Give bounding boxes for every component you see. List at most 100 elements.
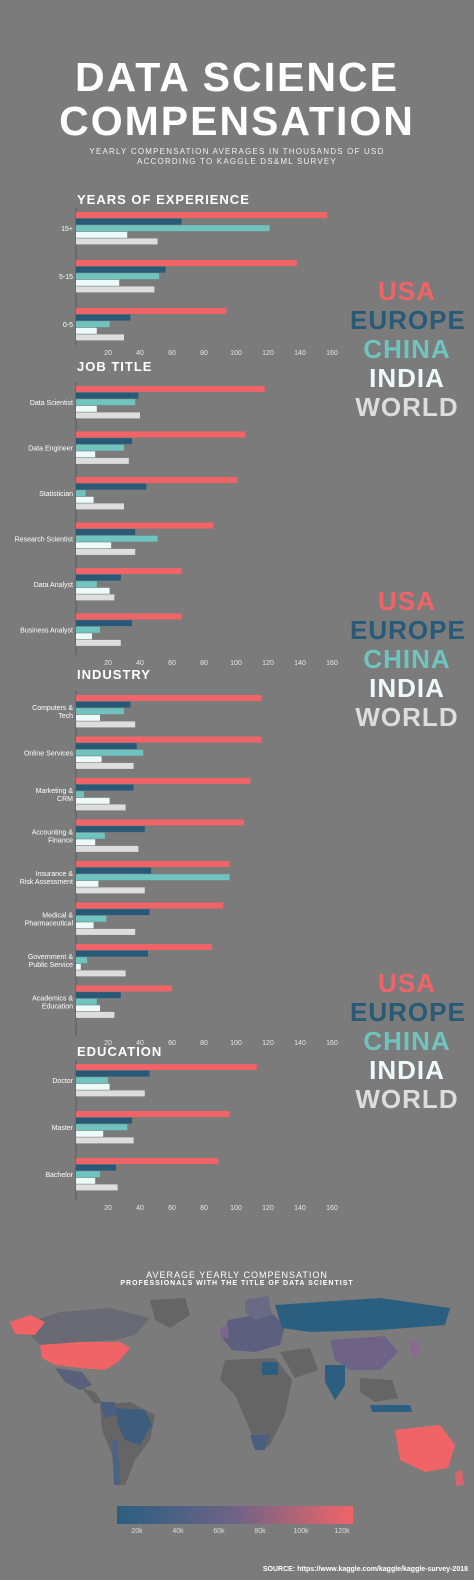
x-tick-label: 160 [326, 1040, 338, 1047]
bar-europe [76, 1070, 150, 1077]
map-australia [395, 1425, 455, 1472]
bar-europe [76, 950, 148, 957]
legend-usa: USA [378, 276, 436, 306]
map-usa [40, 1342, 130, 1370]
x-tick-label: 60 [168, 350, 176, 357]
legend-usa: USA [378, 968, 436, 998]
bar-world [76, 970, 126, 977]
bar-india [76, 1005, 100, 1012]
bar-europe [76, 867, 152, 874]
map-new-zealand [455, 1470, 464, 1486]
x-tick-label: 120 [262, 1040, 274, 1047]
bar-china [76, 708, 124, 715]
bar-europe [76, 483, 147, 490]
bar-europe [76, 909, 150, 916]
x-tick-label: 140 [294, 660, 306, 667]
bar-usa [76, 522, 214, 529]
legend-india: INDIA [369, 1055, 445, 1085]
category-label: Computers & [32, 705, 73, 712]
category-label: 0-5 [63, 322, 73, 329]
category-label: Data Engineer [28, 446, 73, 453]
category-label: Doctor [52, 1078, 73, 1085]
x-tick-label: 20 [104, 350, 112, 357]
map-alaska [10, 1315, 45, 1335]
x-tick-label: 60 [168, 1205, 176, 1212]
x-tick-label: 60 [168, 660, 176, 667]
bar-india [76, 231, 128, 238]
bar-india [76, 756, 102, 763]
bar-world [76, 928, 136, 935]
chart-title: YEARS OF EXPERIENCE [77, 192, 250, 207]
category-label: Accounting & [32, 830, 74, 837]
bar-world [76, 238, 158, 245]
bar-china [76, 874, 230, 881]
legend-china: CHINA [363, 644, 451, 674]
color-scale-label: 40k [172, 1528, 184, 1535]
bar-usa [76, 944, 212, 950]
bar-usa [76, 695, 262, 701]
x-tick-label: 60 [168, 1040, 176, 1047]
x-tick-label: 80 [200, 1040, 208, 1047]
bar-usa [76, 212, 328, 218]
category-label: Business Analyst [20, 628, 73, 635]
map-canada [20, 1308, 150, 1345]
bar-china [76, 225, 270, 232]
bar-india [76, 633, 92, 640]
bar-usa [76, 308, 227, 314]
bar-india [76, 496, 94, 503]
bar-world [76, 845, 139, 852]
bar-india [76, 451, 96, 458]
bar-usa [76, 613, 182, 620]
legend-usa: USA [378, 586, 436, 616]
legend-india: INDIA [369, 363, 445, 393]
x-tick-label: 140 [294, 1040, 306, 1047]
bar-world [76, 334, 124, 341]
map-chile [112, 1440, 120, 1485]
map-south-africa [250, 1435, 270, 1450]
bar-usa [76, 902, 224, 909]
bar-india [76, 797, 110, 804]
map-brazil [115, 1408, 152, 1445]
page-title-line-2: COMPENSATION [59, 98, 415, 144]
x-tick-label: 100 [230, 1040, 242, 1047]
map-indonesia [370, 1405, 412, 1412]
bar-world [76, 286, 155, 293]
x-tick-label: 160 [326, 660, 338, 667]
map-central-america [82, 1388, 102, 1404]
bar-europe [76, 826, 145, 833]
bar-india [76, 587, 110, 594]
bar-europe [76, 1164, 116, 1171]
bar-usa [76, 1158, 219, 1164]
category-label: Academics & [32, 996, 73, 1003]
chart-title: EDUCATION [77, 1044, 162, 1059]
chart-title: INDUSTRY [77, 667, 151, 682]
source-note: SOURCE: https://www.kaggle.com/kaggle/ka… [262, 1566, 468, 1573]
map-subtitle: PROFESSIONALS WITH THE TITLE OF DATA SCI… [120, 1280, 354, 1287]
bar-usa [76, 778, 251, 784]
bar-china [76, 273, 160, 280]
bar-world [76, 1137, 134, 1144]
bar-europe [76, 620, 132, 627]
x-tick-label: 140 [294, 1205, 306, 1212]
x-tick-label: 140 [294, 350, 306, 357]
bar-usa [76, 736, 262, 743]
bar-india [76, 1177, 96, 1184]
bar-europe [76, 314, 131, 321]
bar-usa [76, 568, 182, 574]
category-label: Statistician [39, 491, 73, 498]
x-tick-label: 120 [262, 1205, 274, 1212]
legend-europe: EUROPE [350, 615, 466, 645]
x-tick-label: 40 [136, 350, 144, 357]
bar-europe [76, 218, 182, 225]
x-tick-label: 160 [326, 350, 338, 357]
bar-europe [76, 743, 137, 750]
bar-china [76, 581, 97, 588]
x-tick-label: 160 [326, 1205, 338, 1212]
bar-europe [76, 574, 121, 581]
bar-europe [76, 266, 166, 273]
bar-world [76, 412, 140, 419]
x-tick-label: 40 [136, 1040, 144, 1047]
map-russia [275, 1298, 450, 1332]
x-tick-label: 20 [104, 1040, 112, 1047]
x-tick-label: 100 [230, 350, 242, 357]
